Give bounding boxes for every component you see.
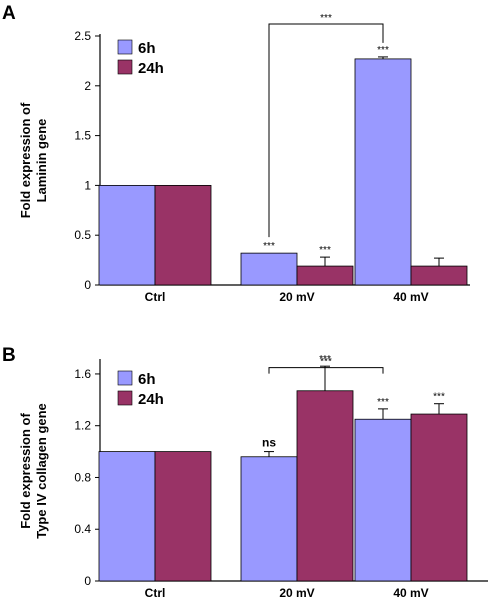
y-tick-label: 0.5 [74,228,91,242]
bar-24h [410,265,468,286]
chart-panel-a: A Fold expression of Laminin gene 0 0.5 1 1.5 2… [2,3,470,304]
y-tick-label: 0.8 [74,470,91,484]
category-label: 40 mV [393,586,428,600]
bar-6h [354,418,412,582]
y-tick-label: 1.6 [74,367,91,381]
panel-letter: A [2,3,16,24]
legend-swatch [117,390,133,406]
y-tick-label: 2.5 [74,29,91,43]
bar-24h [296,265,354,286]
bar-24h [410,413,468,582]
significance-label: *** [433,392,445,403]
significance-bracket [268,367,384,374]
y-tick-label: 1.5 [74,129,91,143]
legend-label: 24h [138,391,164,408]
significance-label: *** [263,241,275,252]
bar-6h [98,184,156,286]
significance-label: ns [262,436,276,450]
significance-label: *** [319,354,331,365]
y-tick-label: 1.2 [74,419,91,433]
y-tick-label: 0.4 [74,522,91,536]
bracket-label: *** [320,357,332,368]
category-label: 20 mV [279,586,314,600]
bar-6h [240,456,298,582]
significance-label: *** [377,45,389,56]
y-tick-label: 2 [84,79,91,93]
legend-swatch [117,39,133,55]
y-tick-label: 0 [84,574,91,588]
bar-6h [240,252,298,286]
panel-letter: B [2,345,16,366]
significance-label: *** [319,245,331,256]
bar-6h [354,58,412,286]
significance-label: *** [377,397,389,408]
y-axis-label-line: Type IV collagen gene [34,403,49,539]
y-axis-label-line: Laminin gene [34,119,49,203]
significance-bracket [268,23,384,238]
bar-6h [98,451,156,582]
y-tick-label: 0 [84,278,91,292]
category-label: Ctrl [145,290,166,304]
category-label: 40 mV [393,290,428,304]
chart-panel-b: B Fold expression of Type IV collagen gene… [2,345,488,600]
bracket-label: *** [320,13,332,24]
y-axis-label-line: Fold expression of [18,413,33,529]
legend-label: 6h [138,371,156,388]
bar-24h [154,451,212,582]
legend-swatch [117,59,133,75]
category-label: Ctrl [145,586,166,600]
y-tick-label: 1 [84,178,91,192]
legend-label: 24h [138,60,164,77]
bar-24h [296,390,354,582]
legend-swatch [117,370,133,386]
category-label: 20 mV [279,290,314,304]
bar-24h [154,184,212,286]
y-axis-label-line: Fold expression of [18,102,33,218]
legend-label: 6h [138,40,156,57]
